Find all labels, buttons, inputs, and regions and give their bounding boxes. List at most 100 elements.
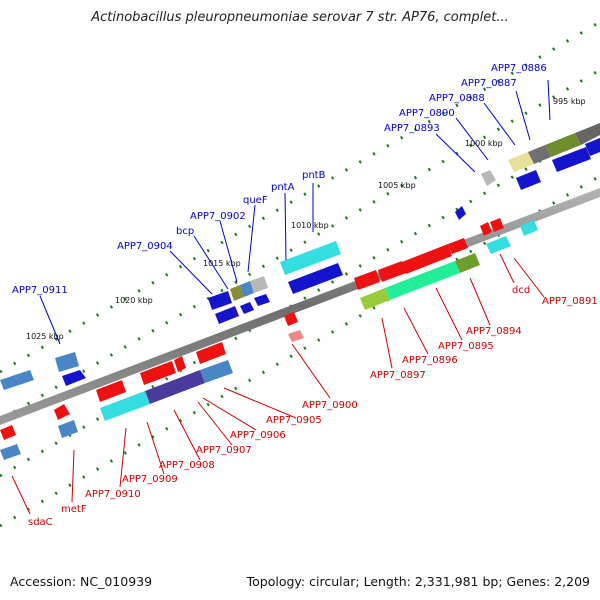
- leader-line: [247, 204, 256, 273]
- gene-label[interactable]: APP7_0888: [429, 93, 485, 104]
- gene-block: [280, 241, 341, 275]
- gene-block: [408, 261, 460, 291]
- gene-block: [145, 370, 205, 404]
- gene-label[interactable]: APP7_0910: [85, 489, 141, 500]
- gene-arrow: [490, 218, 504, 232]
- leader-line: [146, 421, 165, 475]
- leader-line: [291, 343, 331, 399]
- scale-label: 1015 kbp: [203, 259, 241, 268]
- leader-line: [483, 102, 516, 146]
- leader-line: [284, 192, 287, 261]
- gene-block: [508, 152, 534, 172]
- gene-label[interactable]: APP7_0909: [122, 474, 178, 485]
- gene-label[interactable]: APP7_0906: [230, 430, 286, 441]
- gene-label[interactable]: pntA: [271, 182, 295, 193]
- gene-block: [55, 352, 79, 372]
- gene-block: [481, 170, 496, 186]
- gene-block: [385, 279, 413, 300]
- gene-arrow: [174, 356, 186, 372]
- gene-arrow: [140, 361, 176, 385]
- leader-line: [223, 387, 297, 419]
- leader-line: [435, 287, 463, 341]
- gene-label[interactable]: metF: [61, 504, 87, 515]
- leader-line: [173, 409, 201, 461]
- gene-label[interactable]: bcp: [176, 226, 194, 237]
- scale-label: 1020 kbp: [115, 296, 153, 305]
- gene-arrow: [402, 244, 452, 274]
- gene-arrow: [208, 291, 232, 310]
- scale-label: 995 kbp: [553, 97, 586, 106]
- gene-label[interactable]: pntB: [302, 170, 326, 181]
- gene-arrow: [378, 261, 406, 282]
- gene-block: [250, 276, 268, 293]
- gene-label[interactable]: APP7_0908: [159, 460, 215, 471]
- tick-row-outer-upper: [0, 20, 600, 374]
- gene-arrow: [54, 404, 70, 420]
- gene-arrow: [480, 222, 492, 236]
- leader-line: [39, 295, 61, 345]
- gene-label[interactable]: APP7_0894: [466, 326, 522, 337]
- leader-line: [71, 449, 75, 503]
- scale-label: 1010 kbp: [291, 221, 329, 230]
- gene-label[interactable]: APP7_0887: [461, 78, 517, 89]
- gene-arrow: [240, 302, 254, 314]
- scale-label: 1025 kbp: [26, 332, 64, 341]
- leader-line: [455, 117, 489, 161]
- gene-arrow: [215, 306, 239, 324]
- gene-arrow: [0, 425, 16, 440]
- gene-label[interactable]: APP7_0897: [370, 370, 426, 381]
- gene-label[interactable]: APP7_0895: [438, 341, 494, 352]
- forward-gene-labels: APP7_0886 APP7_0887 APP7_0888 APP7_0890 …: [12, 63, 547, 296]
- scale-label: 1000 kbp: [465, 139, 503, 148]
- reverse-strand-genes: [0, 218, 538, 460]
- genome-summary-text: Topology: circular; Length: 2,331,981 bp…: [246, 574, 590, 589]
- gene-label[interactable]: APP7_0900: [302, 400, 358, 411]
- reverse-gene-labels: APP7_0891 dcd APP7_0894 APP7_0895 APP7_0…: [28, 285, 598, 528]
- leader-line: [515, 90, 531, 141]
- scale-label: 1005 kbp: [378, 181, 416, 190]
- gene-label[interactable]: APP7_0911: [12, 285, 68, 296]
- label-leader-lines: [11, 79, 551, 515]
- gene-block: [575, 123, 600, 145]
- gene-block: [520, 220, 538, 236]
- gene-label[interactable]: APP7_0893: [384, 123, 440, 134]
- leader-line: [403, 307, 429, 355]
- gene-block: [200, 360, 233, 383]
- gene-label[interactable]: queF: [243, 195, 268, 206]
- gene-label[interactable]: APP7_0904: [117, 241, 173, 252]
- leader-line: [193, 235, 229, 290]
- leader-line: [435, 133, 476, 173]
- gene-label[interactable]: dcd: [512, 285, 530, 296]
- gene-block: [0, 444, 21, 460]
- gene-label[interactable]: APP7_0891: [542, 296, 598, 307]
- leader-line: [513, 257, 545, 298]
- gene-block: [545, 133, 581, 157]
- gene-arrow: [196, 342, 226, 364]
- gene-block: [240, 281, 254, 297]
- leader-line: [469, 277, 491, 326]
- gene-block: [455, 253, 480, 273]
- gene-arrow: [62, 370, 86, 386]
- gene-block: [58, 420, 78, 438]
- gene-label[interactable]: APP7_0886: [491, 63, 547, 74]
- leader-line: [219, 220, 238, 283]
- gene-arrow: [96, 380, 126, 402]
- forward-strand-genes: [0, 123, 600, 390]
- gene-label[interactable]: APP7_0890: [399, 108, 455, 119]
- leader-line: [119, 427, 127, 488]
- leader-line: [169, 250, 213, 295]
- leader-line: [499, 253, 515, 284]
- gene-label[interactable]: APP7_0896: [402, 355, 458, 366]
- gene-arrow: [585, 138, 600, 156]
- leader-line: [202, 397, 257, 431]
- gene-label[interactable]: APP7_0902: [190, 211, 246, 222]
- scale-labels: 995 kbp 1000 kbp 1005 kbp 1010 kbp 1015 …: [26, 97, 586, 341]
- gene-arrow: [455, 206, 466, 220]
- gene-label[interactable]: APP7_0905: [266, 415, 322, 426]
- leader-line: [11, 475, 31, 515]
- leader-line: [197, 401, 233, 446]
- gene-label[interactable]: sdaC: [28, 517, 53, 528]
- gene-label[interactable]: APP7_0907: [196, 445, 252, 456]
- gene-arrow: [254, 294, 270, 306]
